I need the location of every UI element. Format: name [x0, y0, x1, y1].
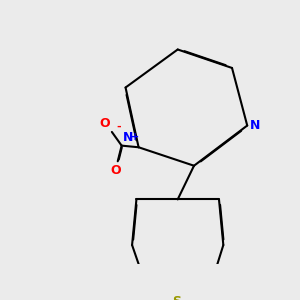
Text: S: S [172, 296, 181, 300]
Text: N: N [250, 119, 260, 132]
Text: N: N [123, 131, 134, 144]
Text: +: + [131, 133, 139, 142]
Text: O: O [111, 164, 122, 177]
Text: -: - [117, 122, 122, 132]
Text: O: O [100, 117, 110, 130]
